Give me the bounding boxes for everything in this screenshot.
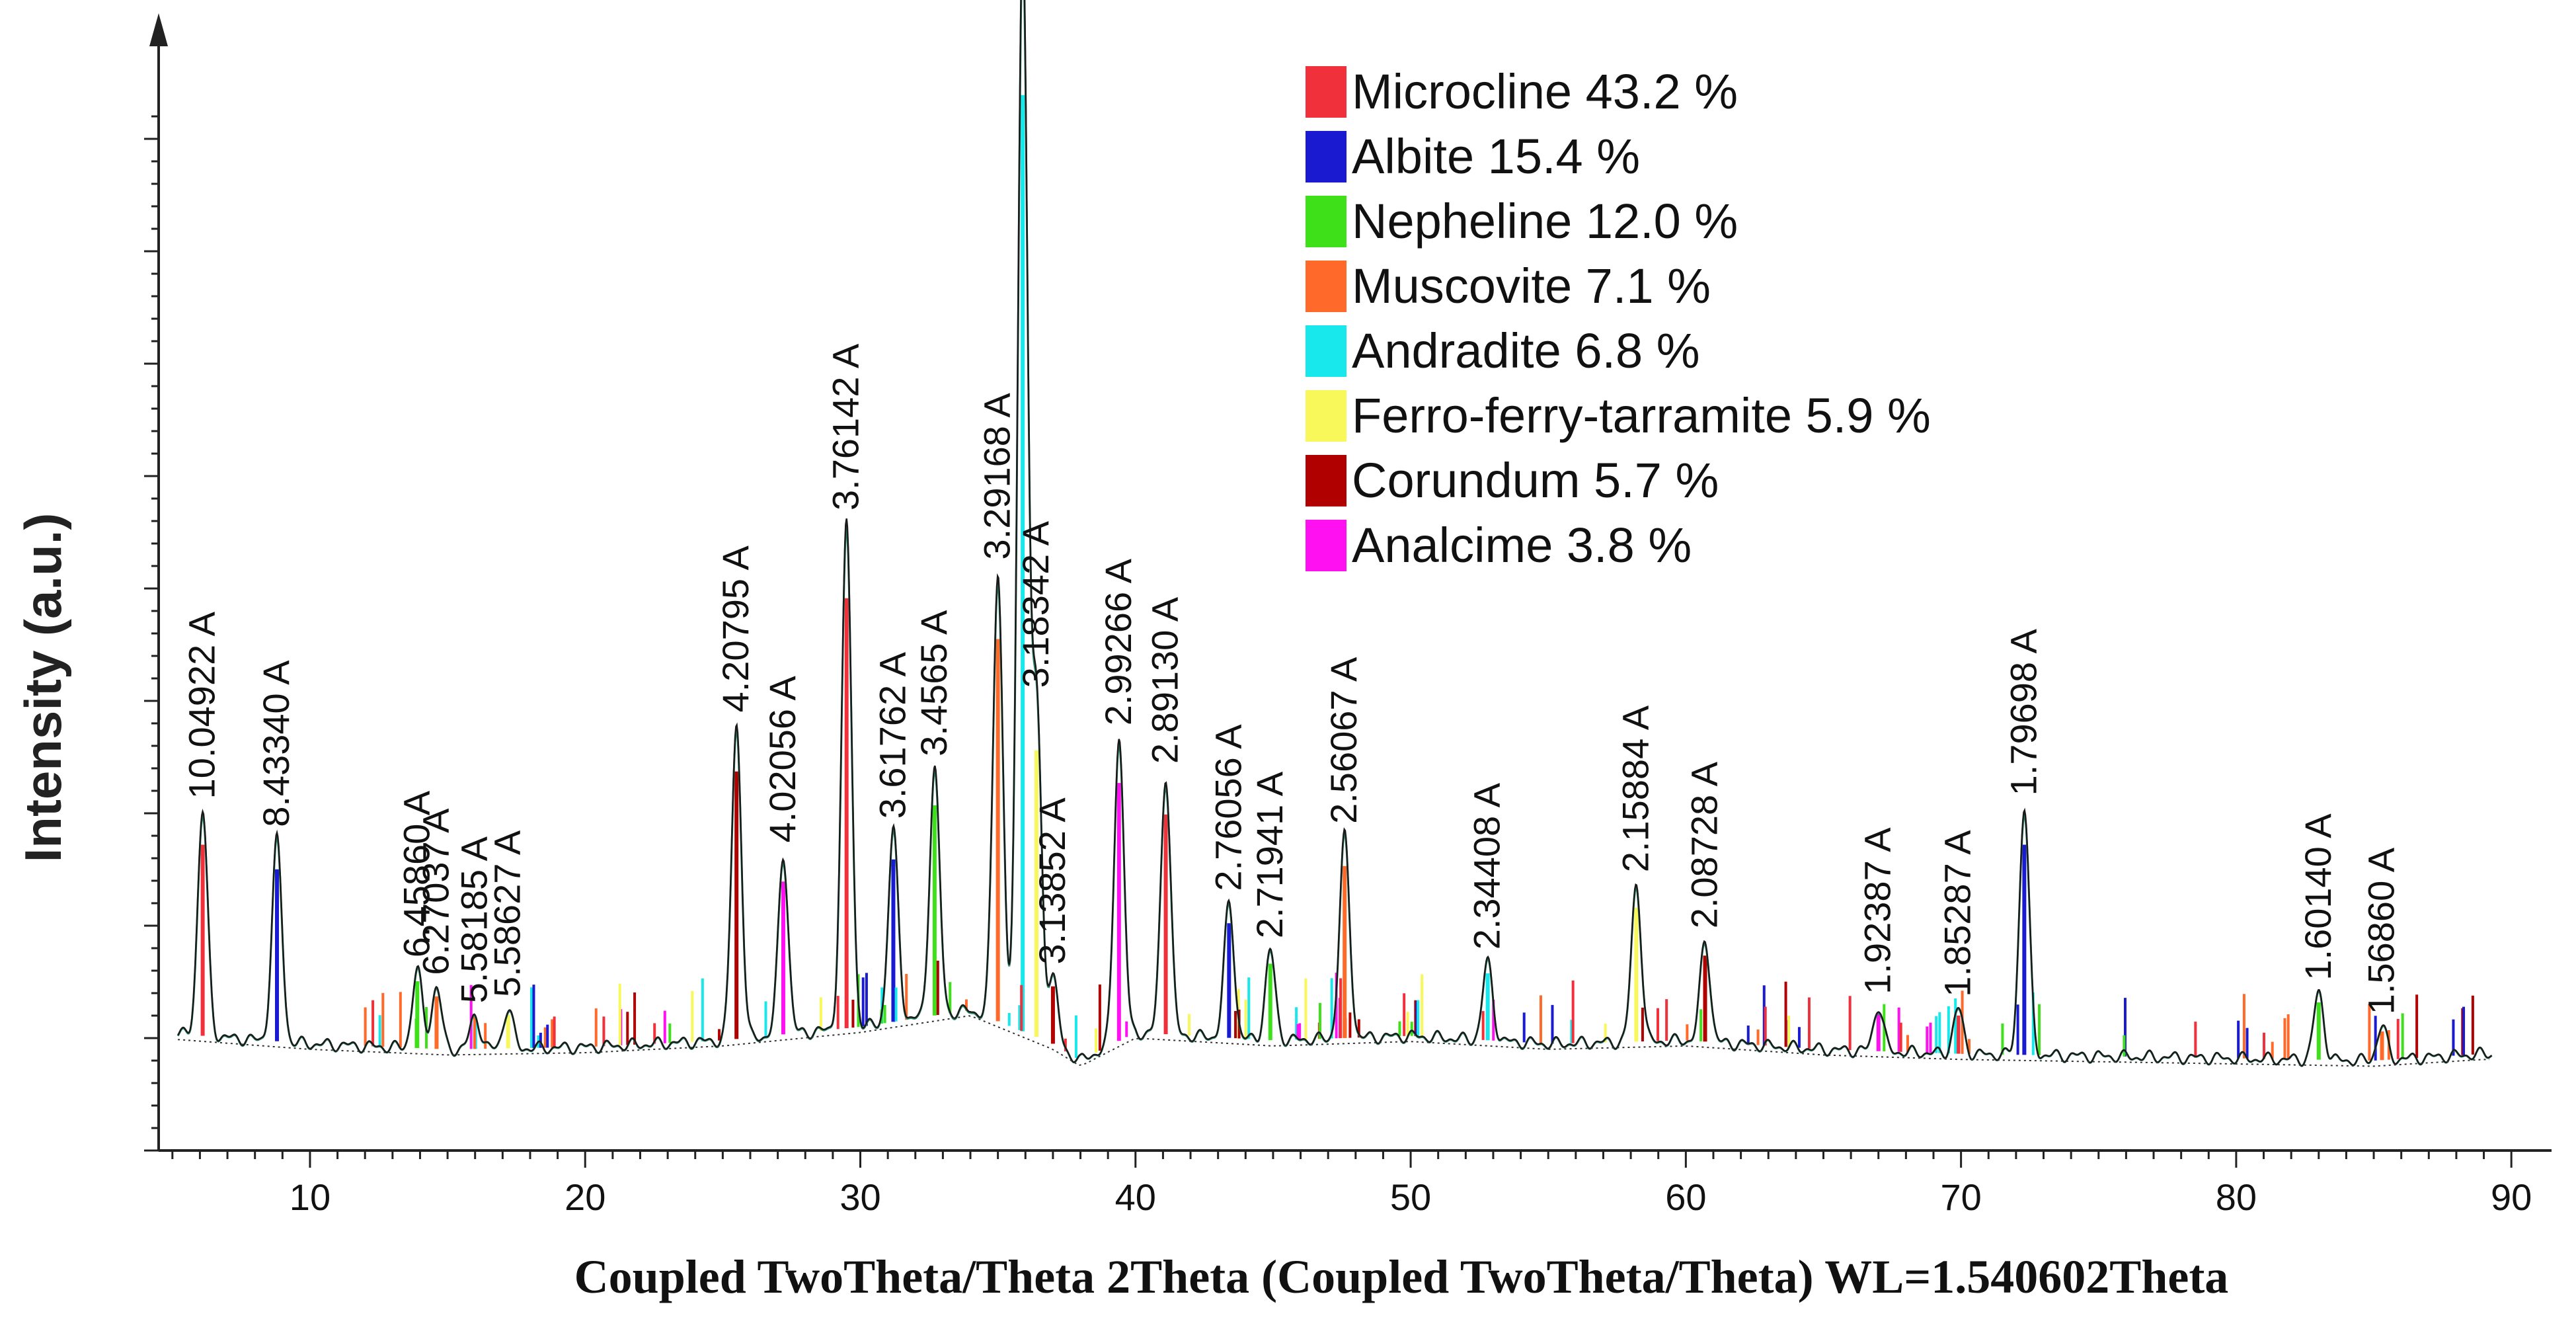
legend-swatch [1306,196,1347,247]
peak-label: 2.34408 A [1466,782,1508,949]
peak-label: 2.08728 A [1684,761,1725,928]
legend-label: Corundum 5.7 % [1352,453,1719,508]
peak-label: 2.76056 A [1207,724,1249,891]
peak-label: 10.04922 A [181,611,223,799]
x-tick-label: 20 [565,1176,605,1218]
x-tick-label: 30 [839,1176,880,1218]
peak-label: 6.27037 A [414,808,456,975]
y-axis-arrow [149,13,168,46]
peak-label: 2.71941 A [1249,771,1290,938]
peak-label: 6.45860 A [395,790,437,957]
peak-label: 3.13852 A [1031,797,1073,965]
peak-label: 4.20795 A [715,545,756,713]
peak-label: 1.92387 A [1857,827,1898,994]
peak-label: 3.61762 A [872,651,914,819]
x-tick-label: 70 [1940,1176,1981,1218]
peak-label: 4.02056 A [761,676,803,843]
legend-label: Ferro-ferry-tarramite 5.9 % [1352,388,1931,443]
legend-label: Nepheline 12.0 % [1352,194,1738,249]
peak-label: 2.89130 A [1144,596,1186,764]
x-tick-label: 40 [1115,1176,1156,1218]
x-tick-label: 50 [1390,1176,1431,1218]
x-tick-label: 90 [2491,1176,2532,1218]
legend-label: Microcline 43.2 % [1352,64,1738,119]
legend-swatch [1306,325,1347,377]
axes: 10 20 30 40 50 60 70 80 90 [144,13,2552,1218]
peak-label: 2.99266 A [1097,558,1139,725]
legend-label: Albite 15.4 % [1352,129,1640,184]
legend-swatch [1306,66,1347,118]
legend-swatch [1306,261,1347,312]
reference-lines [200,95,2474,1061]
measured-pattern-line [177,0,2493,1067]
peak-label: 1.60140 A [2297,813,2339,981]
peak-label: 1.79698 A [2002,629,2044,796]
peak-label: 2.15884 A [1614,705,1656,872]
x-tick-label: 60 [1665,1176,1706,1218]
legend-label: Analcime 3.8 % [1352,518,1692,573]
peak-label: 3.76142 A [825,343,867,510]
peak-label: 5.58627 A [487,830,528,997]
background-line [178,1015,2489,1067]
x-tick-label: 80 [2216,1176,2257,1218]
legend-label: Muscovite 7.1 % [1352,259,1711,313]
peak-label: 3.29168 A [976,393,1018,560]
peak-label: 2.56067 A [1323,657,1364,824]
x-tick-label: 10 [290,1176,331,1218]
peak-label: 3.4565 A [913,610,955,756]
peak-label: 8.43340 A [255,660,297,827]
peak-label: 5.58185 A [453,836,495,1003]
x-axis-title: Coupled TwoTheta/Theta 2Theta (Coupled T… [574,1250,2229,1303]
legend-swatch [1306,131,1347,182]
legend-swatch [1306,455,1347,506]
peak-label: 1.85287 A [1937,830,1978,997]
legend-swatch [1306,390,1347,442]
legend-swatch [1306,520,1347,571]
legend-label: Andradite 6.8 % [1352,323,1700,378]
legend: Microcline 43.2 % Albite 15.4 % Nepheline … [1306,64,1931,573]
y-axis-title: Intensity (a.u.) [14,513,72,863]
peak-label: 3.18342 A [1015,520,1056,688]
peak-label: 1.56860 A [2361,847,2402,1014]
plot-area [176,0,2493,1067]
peak-labels: 10.04922 A 8.43340 A6.45860 A6.27037 A5.5… [181,343,2402,1014]
